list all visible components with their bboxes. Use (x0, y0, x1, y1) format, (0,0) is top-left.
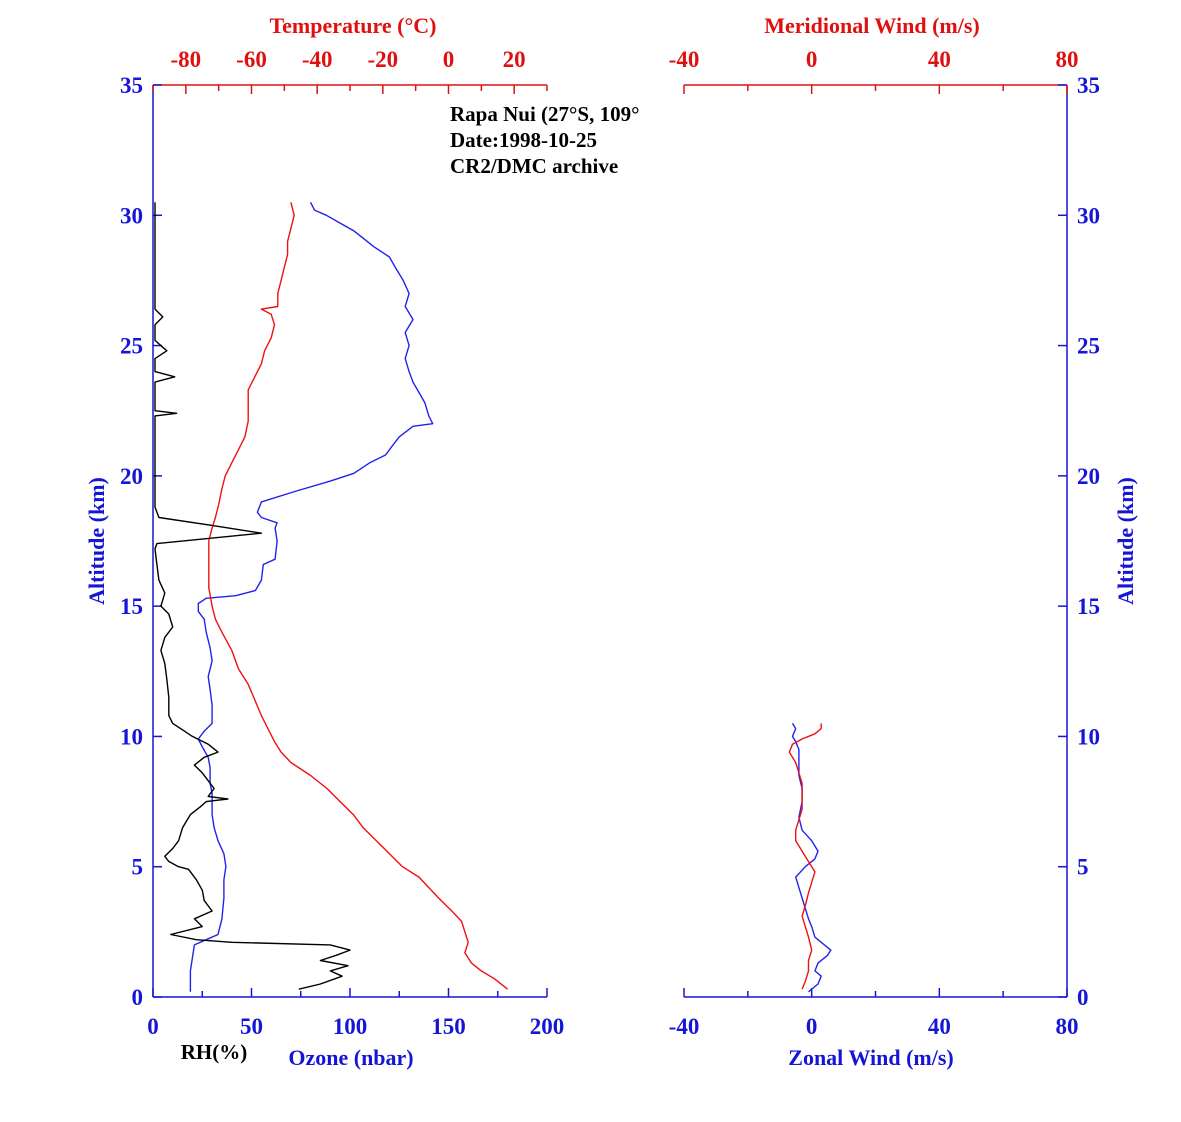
ozone-nbar-line (189, 201, 434, 992)
bottom-axis-tick-label: 200 (530, 1014, 565, 1039)
top-axis-tick-label: -80 (170, 47, 201, 72)
annotation-archive: CR2/DMC archive (450, 154, 618, 178)
zonal-axis-label: Zonal Wind (m/s) (788, 1045, 953, 1070)
top-axis-tick-label: -60 (236, 47, 267, 72)
left-series-group (154, 201, 509, 992)
right-altitude-ticks: 0 5 10 15 20 25 30 35 (1058, 73, 1100, 1010)
left-altitude-tick-label: 25 (120, 334, 143, 359)
top-axis-tick-label: 0 (443, 47, 455, 72)
bottom-axis-tick-label: 40 (928, 1014, 951, 1039)
left-altitude-tick-label: 5 (132, 855, 144, 880)
bottom-axis-tick-label: -40 (669, 1014, 700, 1039)
left-altitude-tick-label: 0 (132, 985, 144, 1010)
top-axis-tick-label: 40 (928, 47, 951, 72)
station-annotation: Rapa Nui (27°S, 109° Date:1998-10-25 CR2… (450, 102, 640, 178)
bottom-axis-tick-label: 0 (147, 1014, 159, 1039)
top-axis-tick-label: -40 (302, 47, 333, 72)
right-altitude-label: Altitude (km) (1113, 477, 1138, 605)
meridional-axis-ticks: -40 0 40 80 (669, 47, 1079, 94)
rh-line (154, 202, 351, 990)
top-axis-tick-label: 0 (806, 47, 818, 72)
right-altitude-tick-label: 10 (1077, 724, 1100, 749)
temperature-axis-ticks: -80 -60 -40 -20 0 20 (152, 47, 548, 94)
ozone-axis-label: Ozone (nbar) (288, 1045, 413, 1070)
right-series-group (788, 723, 832, 993)
top-axis-tick-label: -40 (669, 47, 700, 72)
rh-axis-label: RH(%) (181, 1040, 248, 1064)
left-altitude-tick-label: 35 (120, 73, 143, 98)
meridional-wind-m-s-line (788, 723, 822, 990)
left-altitude-tick-label: 10 (120, 724, 143, 749)
bottom-axis-tick-label: 0 (806, 1014, 818, 1039)
right-altitude-tick-label: 30 (1077, 203, 1100, 228)
annotation-date: Date:1998-10-25 (450, 128, 597, 152)
zonal-axis-ticks: -40 0 40 80 (669, 988, 1079, 1039)
temperature-c-line (208, 202, 509, 990)
left-altitude-tick-label: 20 (120, 464, 143, 489)
top-axis-tick-label: -20 (367, 47, 398, 72)
right-altitude-tick-label: 35 (1077, 73, 1100, 98)
temperature-axis-label: Temperature (°C) (269, 13, 436, 38)
top-axis-tick-label: 20 (503, 47, 526, 72)
left-altitude-label: Altitude (km) (84, 477, 109, 605)
annotation-station: Rapa Nui (27°S, 109° (450, 102, 640, 126)
left-altitude-tick-label: 30 (120, 203, 143, 228)
bottom-axis-tick-label: 50 (240, 1014, 263, 1039)
right-altitude-tick-label: 15 (1077, 594, 1100, 619)
ozone-axis-ticks: 0 50 100 150 200 (147, 988, 564, 1039)
right-panel: 0 5 10 15 20 25 30 35 -40 0 40 80 -40 0 40 80 Altitud… (669, 13, 1138, 1070)
meridional-axis-label: Meridional Wind (m/s) (764, 13, 980, 38)
left-altitude-ticks: 0 5 10 15 20 25 30 35 (120, 73, 162, 1010)
top-axis-tick-label: 80 (1056, 47, 1079, 72)
right-altitude-tick-label: 25 (1077, 334, 1100, 359)
bottom-axis-tick-label: 100 (333, 1014, 368, 1039)
right-altitude-tick-label: 20 (1077, 464, 1100, 489)
right-altitude-tick-label: 0 (1077, 985, 1089, 1010)
bottom-axis-tick-label: 80 (1056, 1014, 1079, 1039)
right-altitude-tick-label: 5 (1077, 855, 1089, 880)
zonal-wind-m-s-line (791, 723, 832, 993)
left-altitude-tick-label: 15 (120, 594, 143, 619)
bottom-axis-tick-label: 150 (431, 1014, 466, 1039)
